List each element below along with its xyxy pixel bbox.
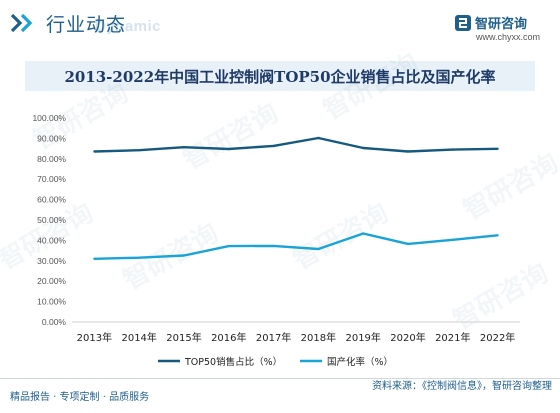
y-tick-label: 10.00% xyxy=(37,297,66,307)
data-point xyxy=(406,242,410,246)
x-tick-label: 2018年 xyxy=(301,331,336,344)
data-point xyxy=(272,144,275,148)
x-tick-label: 2021年 xyxy=(435,331,470,344)
data-point xyxy=(362,146,365,150)
brand-name: 智研咨询 xyxy=(475,17,528,32)
footer-tagline: 精品报告 · 专项定制 · 品质服务 xyxy=(10,392,150,403)
x-tick-label: 2019年 xyxy=(345,331,380,344)
data-point xyxy=(451,238,454,241)
y-tick-label: 70.00% xyxy=(37,174,66,184)
y-tick-label: 0.00% xyxy=(42,317,67,327)
data-point xyxy=(317,136,320,140)
watermark-text: 智研咨询 xyxy=(448,257,554,336)
data-point xyxy=(227,147,230,151)
y-tick-label: 40.00% xyxy=(37,235,66,245)
y-tick-label: 90.00% xyxy=(37,133,66,143)
y-tick-label: 30.00% xyxy=(37,256,66,266)
y-tick-label: 50.00% xyxy=(37,215,66,225)
legend-label: TOP50销售占比（%） xyxy=(184,356,282,368)
y-tick-label: 60.00% xyxy=(37,195,66,205)
chart-title: 2013-2022年中国工业控制阀TOP50企业销售占比及国产化率 xyxy=(64,68,496,86)
data-point xyxy=(496,234,499,237)
data-point xyxy=(317,247,320,251)
y-tick-label: 80.00% xyxy=(37,154,66,164)
data-point xyxy=(182,145,186,149)
x-tick-label: 2017年 xyxy=(256,331,291,344)
source-note: 资料来源：《控制阀信息》，智研咨询整理 xyxy=(372,381,552,392)
data-point xyxy=(272,244,275,248)
chevron-right-icon xyxy=(10,13,33,33)
x-tick-label: 2015年 xyxy=(166,331,201,344)
data-point xyxy=(138,256,141,259)
x-tick-label: 2016年 xyxy=(211,331,246,344)
brand-logo-icon xyxy=(455,15,471,31)
series-line-domestic xyxy=(94,232,498,260)
data-point xyxy=(93,257,96,260)
data-point xyxy=(406,150,410,153)
y-tick-label: 20.00% xyxy=(37,276,66,286)
x-tick-label: 2014年 xyxy=(121,331,156,344)
data-point xyxy=(227,244,230,248)
x-tick-label: 2020年 xyxy=(390,331,425,344)
data-point xyxy=(362,232,365,235)
data-point xyxy=(182,254,186,257)
data-point xyxy=(451,148,454,151)
x-tick-label: 2022年 xyxy=(480,331,515,344)
brand-url: www.chyxx.com xyxy=(476,32,541,42)
header: Dynamic 行业动态 智研咨询 www.chyxx.com xyxy=(0,0,560,48)
y-tick-label: 100.00% xyxy=(32,113,66,123)
series-line-top50 xyxy=(94,136,498,153)
watermark-text: 智研咨询 xyxy=(318,47,424,126)
footer-divider xyxy=(0,378,560,379)
watermark-text: 智研咨询 xyxy=(458,147,560,226)
legend-label: 国产化率（%） xyxy=(327,356,393,368)
header-ghost-text: Dynamic xyxy=(95,18,162,35)
data-point xyxy=(138,149,141,152)
x-tick-label: 2013年 xyxy=(77,331,112,344)
page-title: 行业动态 xyxy=(46,14,127,36)
data-point xyxy=(496,147,499,151)
data-point xyxy=(93,150,96,153)
chart-title-band: 2013-2022年中国工业控制阀TOP50企业销售占比及国产化率 xyxy=(25,61,535,91)
watermark-text: 智研咨询 xyxy=(178,97,284,176)
